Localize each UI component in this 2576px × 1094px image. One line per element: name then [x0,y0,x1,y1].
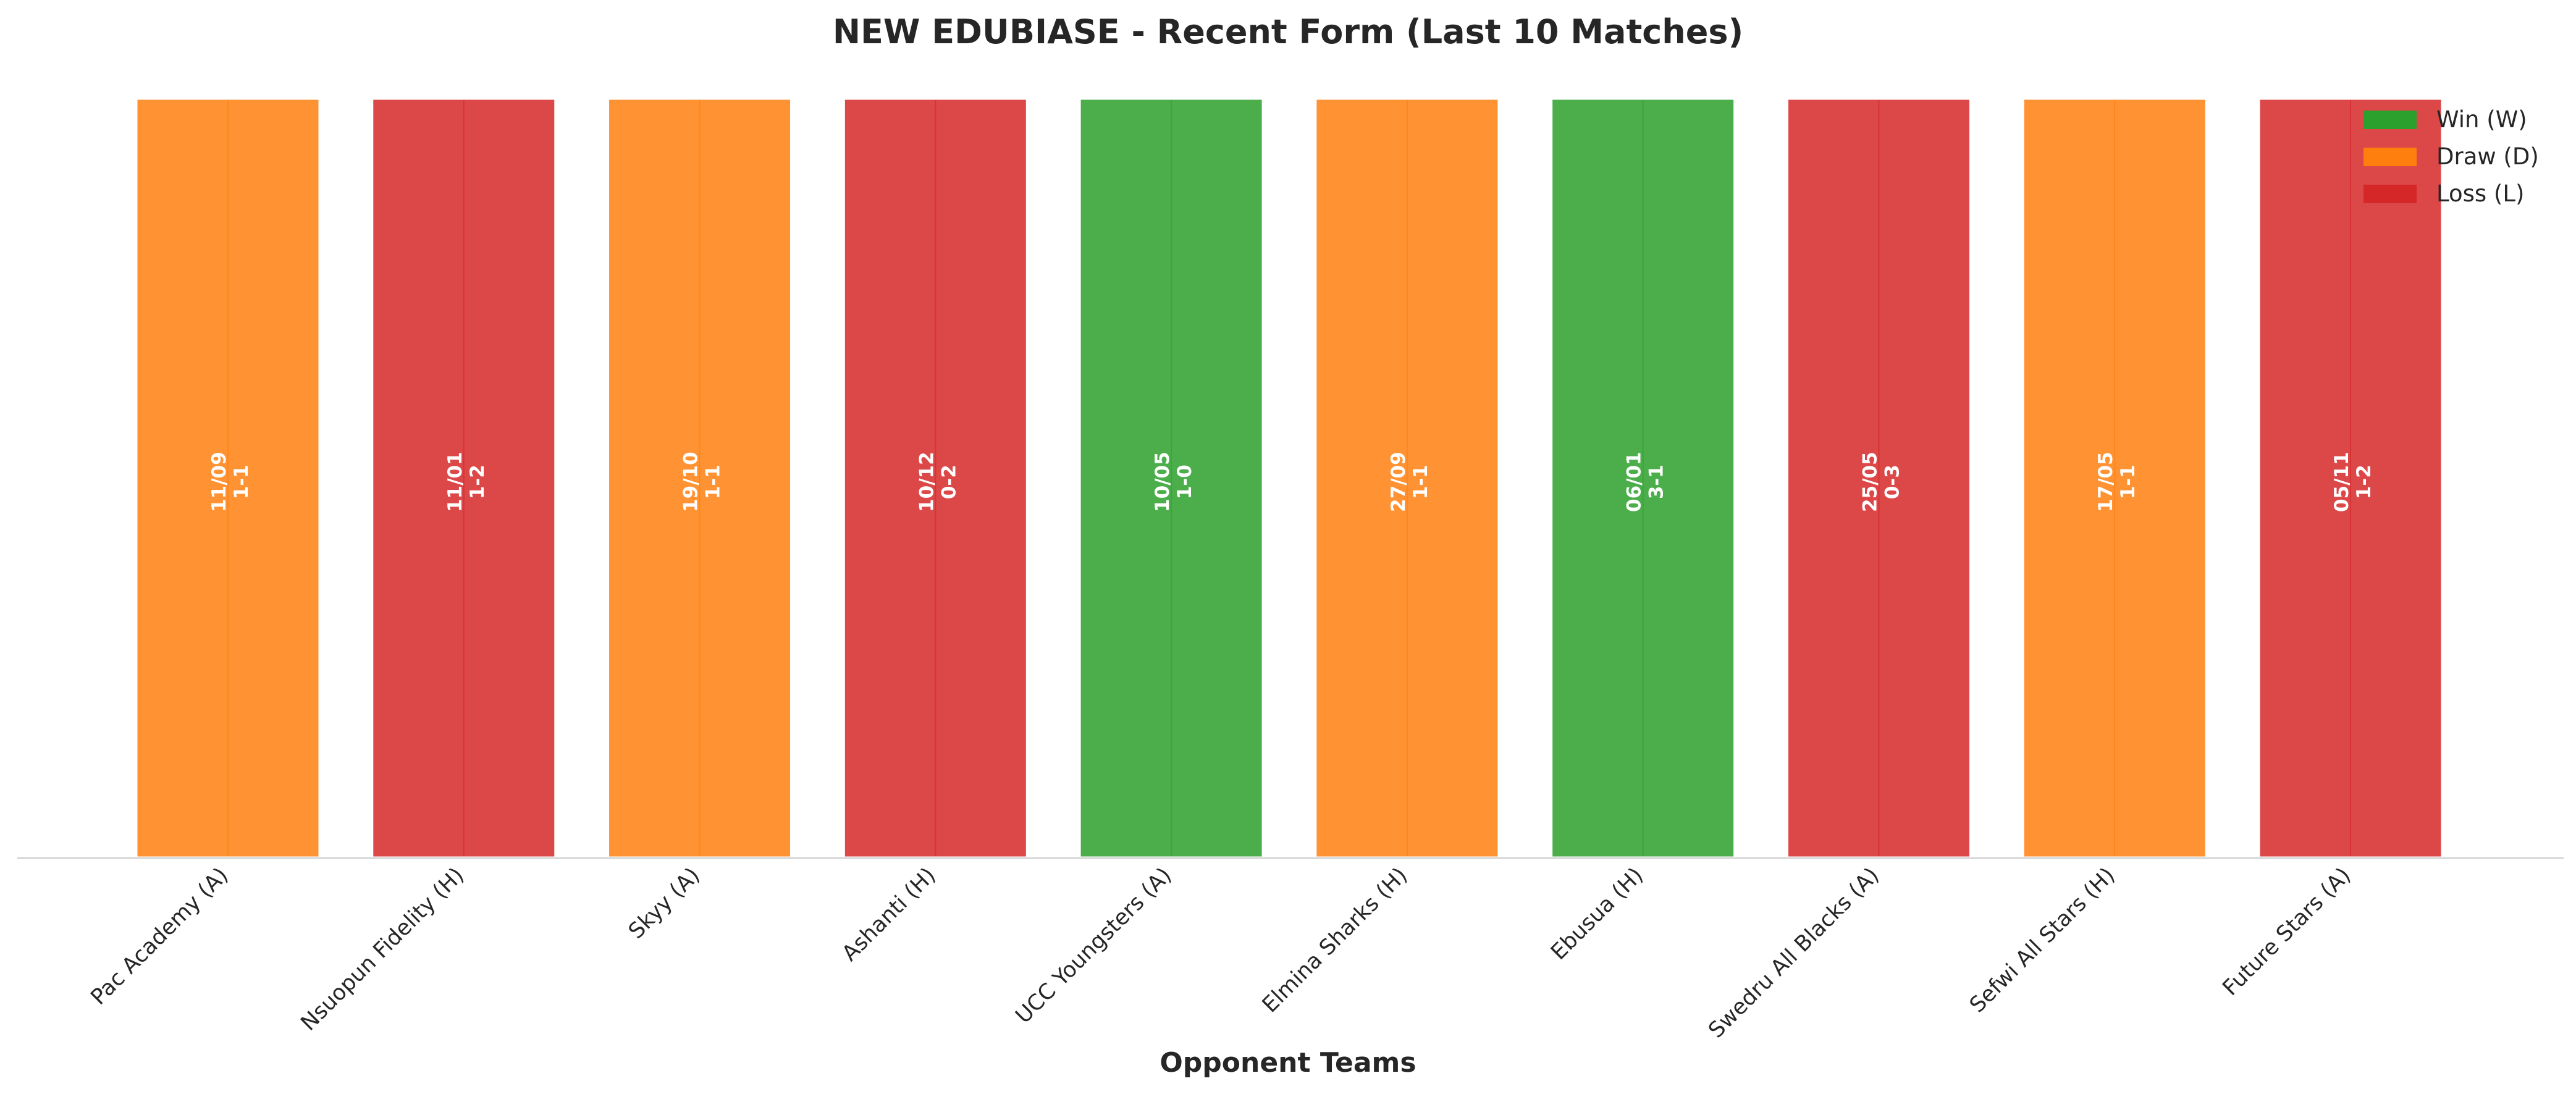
legend-swatch [2363,111,2417,129]
bar-label: 10/120-2 [915,452,960,512]
legend-label: Win (W) [2436,106,2527,133]
bar-label: 10/051-0 [1151,452,1196,512]
bar-label-date: 27/09 [1387,452,1410,512]
bars-layer: 11/091-1 11/011-2 19/101-1 10/120-2 10/051-0… [134,96,2444,860]
bar-label: 11/011-2 [444,452,489,512]
bar-label-date: 11/09 [208,452,230,512]
bar-label-date: 05/11 [2331,452,2353,512]
x-axis-label: Opponent Teams [1160,1047,1416,1079]
legend-label: Loss (L) [2436,180,2524,207]
bar-label-date: 06/01 [1623,452,1646,512]
x-tick-label: Elmina Sharks (H) [1258,863,1412,1017]
x-tick-label: Ashanti (H) [838,863,941,966]
bar-label: 05/111-2 [2331,452,2375,512]
x-tick-label: UCC Youngsters (A) [1011,863,1177,1029]
bar-label-score: 1-1 [2117,465,2139,499]
x-tick-label: Sefwi All Stars (H) [1965,863,2119,1017]
bar-label-score: 1-1 [230,465,253,499]
bar-label-score: 1-2 [2353,465,2375,499]
bar-label-date: 25/05 [1859,452,1881,512]
bar-label-date: 10/12 [915,452,938,512]
x-tick-labels: Pac Academy (A) Nsuopun Fidelity (H) Skyy … [86,863,2356,1043]
x-tick-label: Ebusua (H) [1546,863,1648,965]
bar-label-date: 11/01 [444,452,466,512]
bar-label: 17/051-1 [2095,452,2139,512]
legend-entry: Draw (D) [2363,143,2539,170]
legend-swatch [2363,185,2417,203]
bar-label-date: 10/05 [1151,452,1174,512]
x-tick-label: Swedru All Blacks (A) [1704,863,1884,1043]
bar-label-score: 3-1 [1646,465,1668,499]
chart-title: NEW EDUBIASE - Recent Form (Last 10 Matc… [833,12,1743,51]
bar-label-score: 1-2 [466,465,489,499]
bar-label-date: 17/05 [2095,452,2117,512]
bar-label: 19/101-1 [680,452,725,512]
x-tick-label: Future Stars (A) [2218,863,2356,1001]
x-tick-label: Nsuopun Fidelity (H) [297,863,469,1036]
x-tick-label: Pac Academy (A) [86,863,234,1010]
bar-label: 06/013-1 [1623,452,1668,512]
bar-label-score: 1-1 [1410,465,1432,499]
legend-label: Draw (D) [2436,143,2539,170]
bar-label-score: 0-3 [1881,465,1903,499]
legend-swatch [2363,148,2417,166]
bar-label: 11/091-1 [208,452,253,512]
x-tick-label: Skyy (A) [624,863,705,944]
bar-label: 27/091-1 [1387,452,1432,512]
bar-label-score: 1-0 [1174,465,1196,499]
bar-label-score: 1-1 [702,465,725,499]
legend: Win (W) Draw (D) Loss (L) [2363,106,2539,207]
bar-label-date: 19/10 [680,452,702,512]
legend-entry: Loss (L) [2363,180,2524,207]
bar-label-score: 0-2 [938,465,960,499]
bar-label: 25/050-3 [1859,452,1903,512]
legend-entry: Win (W) [2363,106,2527,133]
